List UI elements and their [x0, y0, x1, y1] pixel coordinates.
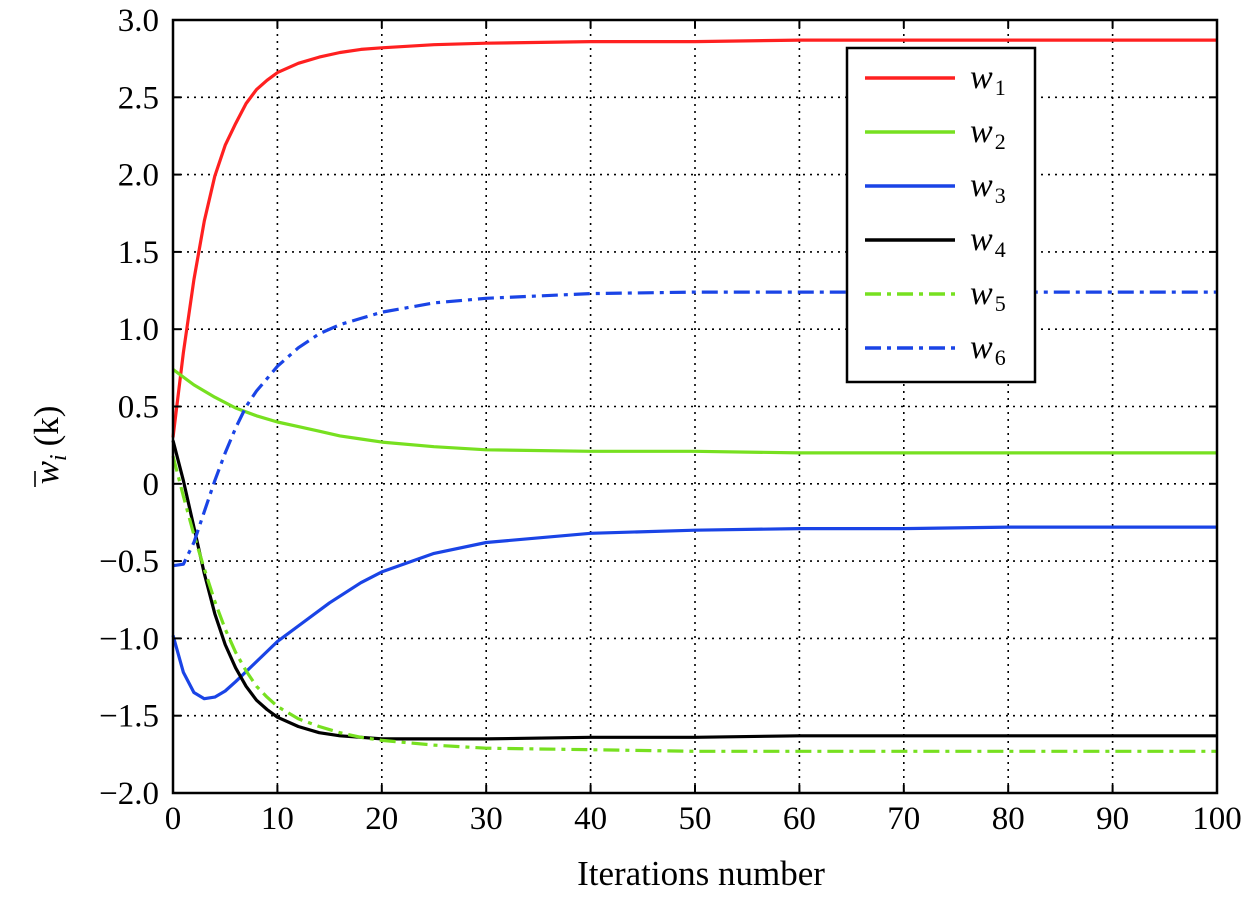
series-line-w4 — [171, 440, 1217, 741]
x-tick-label: 90 — [1096, 801, 1129, 837]
y-tick-label: 2.5 — [118, 80, 159, 116]
y-axis-label-sub: i — [46, 454, 72, 461]
y-tick-label: −0.5 — [99, 544, 159, 580]
legend-label-w1: w1 — [970, 59, 1006, 100]
y-tick-label: −2.0 — [99, 776, 159, 812]
series-line-w3 — [171, 525, 1217, 701]
x-tick-label: 40 — [574, 801, 607, 837]
x-tick-label: 10 — [261, 801, 294, 837]
legend-label-w4: w4 — [970, 221, 1006, 262]
y-tick-label: 0.5 — [118, 390, 159, 426]
y-tick-label: −1.0 — [99, 621, 159, 657]
y-tick-label: 3.0 — [118, 3, 159, 39]
y-tick-label: 1.0 — [118, 312, 159, 348]
series-line-w2 — [172, 368, 1217, 455]
x-tick-label: 30 — [470, 801, 503, 837]
y-tick-label: 0 — [143, 467, 160, 503]
grid-lines — [173, 20, 1217, 793]
y-axis-label-arg: (k) — [27, 406, 66, 447]
series-line-w1 — [171, 38, 1217, 438]
legend-label-w2: w2 — [970, 113, 1006, 154]
legend: w1 w2 w3 w4 w5 w6 — [845, 46, 1037, 384]
y-axis-label-base: w — [27, 460, 66, 484]
x-tick-labels: 0 10 20 30 40 50 60 70 80 90 100 — [165, 801, 1242, 837]
y-tick-label: 1.5 — [118, 235, 159, 271]
axis-ticks — [172, 19, 1218, 794]
series-line-w5 — [171, 455, 1217, 753]
series-line-w6 — [172, 290, 1217, 568]
y-tick-label: −1.5 — [99, 699, 159, 735]
svg-text:wi(k): wi (k) — [27, 406, 72, 485]
x-tick-label: 0 — [165, 801, 182, 837]
x-tick-label: 50 — [679, 801, 712, 837]
legend-label-w3: w3 — [970, 167, 1006, 208]
y-axis-label: wi (k) — [27, 406, 72, 487]
y-tick-label: 2.0 — [118, 158, 159, 194]
x-tick-label: 20 — [365, 801, 398, 837]
x-tick-label: 80 — [992, 801, 1025, 837]
x-axis-label: Iterations number — [577, 854, 825, 893]
legend-label-w6: w6 — [970, 329, 1006, 370]
x-tick-label: 100 — [1192, 801, 1242, 837]
legend-label-w5: w5 — [970, 275, 1006, 316]
x-tick-label: 70 — [887, 801, 920, 837]
legend-box — [845, 46, 1037, 384]
y-tick-labels: −2.0 −1.5 −1.0 −0.5 0 0.5 1.0 1.5 2.0 2.5 3.0 — [99, 3, 159, 812]
x-tick-label: 60 — [783, 801, 816, 837]
series-lines — [171, 38, 1217, 753]
